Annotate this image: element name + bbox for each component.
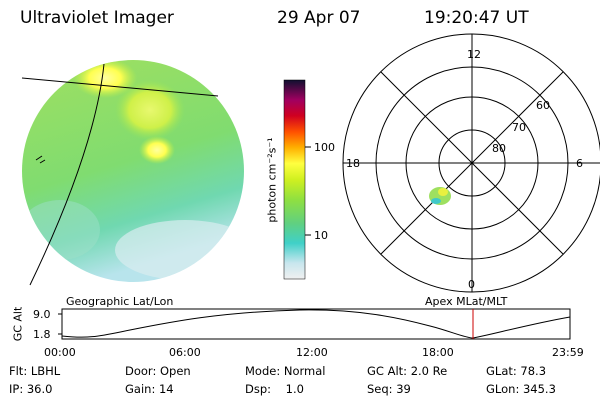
- time-tick-2359: 23:59: [552, 346, 584, 359]
- info-mode: Mode: Normal: [245, 364, 326, 378]
- terminator-line: [29, 63, 105, 286]
- mlt-label-12: 12: [467, 48, 481, 61]
- info-glat: GLat: 78.3: [486, 364, 547, 378]
- colorbar-tick-10: 10: [314, 229, 328, 242]
- latitude-line: [21, 77, 219, 97]
- time-tick-0600: 06:00: [169, 346, 201, 359]
- orbit-altitude-curve: [61, 309, 571, 339]
- mlat-label-60: 60: [536, 99, 550, 112]
- colorbar-tick-100: 100: [314, 141, 335, 154]
- apex-caption: Apex MLat/MLT: [425, 295, 508, 308]
- aurora-bright-spot-2: [139, 136, 175, 164]
- info-seq: Seq: 39: [367, 382, 411, 396]
- mlat-label-70: 70: [512, 121, 526, 134]
- info-dsp: Dsp: 1.0: [245, 382, 304, 396]
- colorbar-unit-label: photon cm⁻²s⁻¹: [265, 137, 279, 223]
- info-filter: Flt: LBHL: [9, 364, 61, 378]
- info-gc-alt: GC Alt: 2.0 Re: [367, 364, 448, 378]
- image-date: 29 Apr 07: [277, 8, 361, 28]
- info-ip: IP: 36.0: [9, 382, 53, 396]
- time-tick-0000: 00:00: [44, 346, 76, 359]
- polar-aurora: [429, 187, 451, 205]
- info-gain: Gain: 14: [125, 382, 174, 396]
- dayside-fade: [115, 220, 244, 280]
- auroral-image: [21, 60, 244, 286]
- mlt-label-6: 6: [576, 157, 583, 170]
- time-tick-1200: 12:00: [296, 346, 328, 359]
- image-time: 19:20:47 UT: [424, 8, 529, 28]
- info-door: Door: Open: [125, 364, 191, 378]
- info-glon: GLon: 345.3: [486, 382, 556, 396]
- orbit-altitude-panel: [58, 308, 571, 340]
- mlat-label-80: 80: [492, 142, 506, 155]
- colorbar: [283, 79, 311, 280]
- instrument-title: Ultraviolet Imager: [20, 8, 174, 28]
- time-tick-1800: 18:00: [422, 346, 454, 359]
- gc-alt-tick-1-8: 1.8: [33, 328, 51, 341]
- mlt-label-18: 18: [346, 157, 360, 170]
- polar-grid: [342, 33, 600, 293]
- gc-alt-tick-9: 9.0: [33, 308, 51, 321]
- mlt-label-0: 0: [468, 278, 475, 291]
- geographic-caption: Geographic Lat/Lon: [66, 295, 174, 308]
- aurora-band: [115, 80, 185, 140]
- gc-alt-axis-label: GC Alt: [11, 306, 25, 342]
